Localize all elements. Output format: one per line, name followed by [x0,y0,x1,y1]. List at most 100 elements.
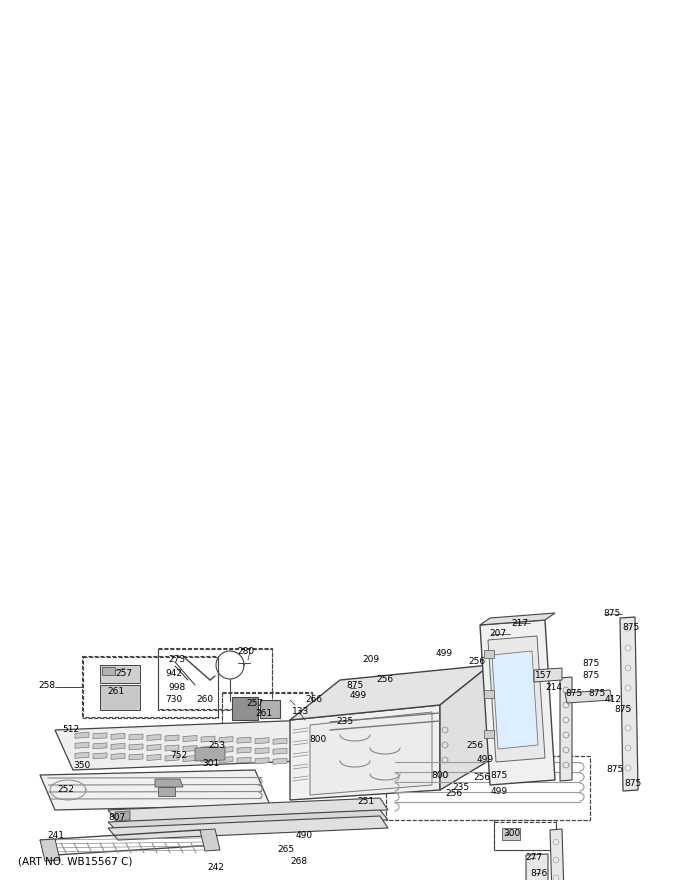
Polygon shape [111,753,125,759]
Polygon shape [219,757,233,763]
Text: 875: 875 [346,681,363,691]
Polygon shape [147,754,161,760]
Text: 268: 268 [290,857,307,867]
Polygon shape [200,829,220,851]
Polygon shape [40,770,270,810]
Polygon shape [290,705,440,800]
Text: 412: 412 [605,695,622,705]
Text: 998: 998 [168,684,185,693]
Text: 256: 256 [445,788,462,797]
Text: 241: 241 [47,831,64,840]
Text: 273: 273 [168,656,185,664]
Text: 261: 261 [107,687,124,696]
Polygon shape [534,668,562,682]
Polygon shape [158,787,175,796]
Polygon shape [620,617,638,791]
Polygon shape [560,677,572,781]
Text: 242: 242 [207,863,224,872]
Polygon shape [108,798,388,822]
Text: 499: 499 [491,787,508,796]
Polygon shape [183,745,197,752]
Polygon shape [232,697,258,720]
Polygon shape [75,752,89,759]
Polygon shape [129,744,143,750]
Polygon shape [165,755,179,761]
Polygon shape [111,744,125,750]
Text: 260: 260 [196,694,213,703]
Polygon shape [440,665,490,790]
Text: 490: 490 [296,832,313,840]
Text: 875: 875 [490,771,507,780]
Polygon shape [100,665,140,683]
Text: 277: 277 [525,854,542,862]
Polygon shape [165,735,179,741]
Polygon shape [309,759,323,766]
Text: 300: 300 [503,828,520,838]
Text: 266: 266 [305,695,322,705]
Polygon shape [255,737,269,744]
Text: 942: 942 [165,670,182,678]
Text: 730: 730 [165,695,182,705]
Polygon shape [290,665,490,720]
Text: 217: 217 [511,619,528,627]
Bar [386,756,590,820]
Polygon shape [550,829,564,880]
Polygon shape [201,756,215,762]
Polygon shape [129,754,143,760]
Polygon shape [93,743,107,749]
Polygon shape [310,712,432,795]
Polygon shape [183,756,197,761]
Polygon shape [492,651,538,749]
Polygon shape [102,667,115,675]
Text: 251: 251 [357,797,374,806]
Polygon shape [55,720,328,770]
Bar [158,648,272,710]
Text: 256: 256 [466,740,483,750]
Text: 256: 256 [468,656,485,665]
Text: 252: 252 [57,786,74,795]
Bar [82,656,218,718]
Text: 752: 752 [170,751,187,759]
Text: (ART NO. WB15567 C): (ART NO. WB15567 C) [18,857,133,867]
Text: 133: 133 [292,708,309,716]
Polygon shape [183,736,197,742]
Polygon shape [291,759,305,765]
Bar [222,693,312,728]
Polygon shape [129,734,143,740]
Polygon shape [484,650,494,658]
Polygon shape [255,748,269,753]
Text: 875: 875 [565,688,582,698]
Text: 235: 235 [452,783,469,793]
Text: 214: 214 [545,684,562,693]
Polygon shape [75,732,89,738]
Text: 209: 209 [362,655,379,664]
Text: 499: 499 [350,691,367,700]
Polygon shape [108,816,388,840]
Text: 265: 265 [277,846,294,854]
Polygon shape [219,737,233,743]
Text: 253: 253 [208,742,225,751]
Polygon shape [108,810,388,832]
Text: 875: 875 [582,671,599,680]
Text: 875: 875 [624,779,641,788]
Bar [222,692,312,728]
Polygon shape [309,739,323,745]
Text: 875: 875 [582,658,599,668]
Text: 875: 875 [588,688,605,698]
Polygon shape [155,779,183,787]
Text: 499: 499 [436,649,453,658]
Text: 280: 280 [237,647,254,656]
Polygon shape [165,745,179,751]
Text: 875: 875 [603,610,620,619]
Text: 256: 256 [376,676,393,685]
Polygon shape [309,749,323,755]
Text: 301: 301 [202,759,219,767]
Polygon shape [237,747,251,753]
Polygon shape [273,748,287,754]
Polygon shape [93,733,107,739]
Text: 499: 499 [477,756,494,765]
Polygon shape [201,746,215,752]
Polygon shape [526,854,548,880]
Polygon shape [147,744,161,751]
Text: 256: 256 [473,774,490,782]
